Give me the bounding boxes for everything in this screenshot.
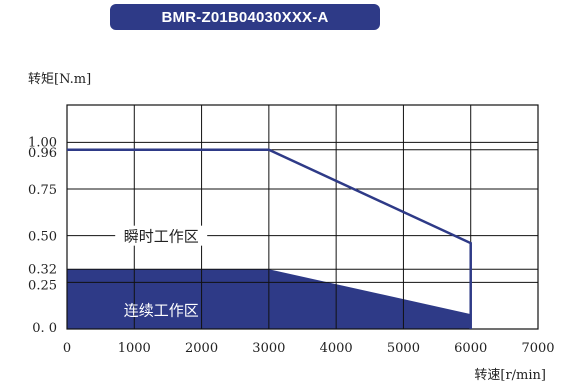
x-tick-label: 4000 [320,341,353,356]
x-axis-label: 转速[r/min] [474,368,546,383]
y-tick-label: 0. 0 [32,321,57,336]
chart-title-badge: BMR-Z01B04030XXX-A [110,4,380,30]
plot-frame [66,104,539,330]
x-tick-label: 6000 [454,341,487,356]
y-tick-label: 0.50 [28,230,57,245]
y-tick-label: 0.75 [28,183,57,198]
x-tick-label: 5000 [387,341,420,356]
x-tick-label: 2000 [185,341,218,356]
continuous-zone-label: 连续工作区 [124,301,199,319]
peak-zone-label: 瞬时工作区 [124,228,199,246]
x-tick-label: 7000 [521,341,554,356]
x-tick-label: 0 [63,341,71,356]
y-tick-label: 1.00 [28,135,57,150]
x-tick-label: 1000 [118,341,151,356]
x-tick-label: 3000 [252,341,285,356]
y-tick-label: 0.32 [28,262,57,277]
peak-zone-label-backing [115,225,208,246]
peak-zone-line [67,148,472,329]
y-axis-label: 转矩[N.m] [28,72,91,87]
y-tick-label: 0.25 [28,278,57,293]
y-tick-label: 0.96 [28,146,57,161]
